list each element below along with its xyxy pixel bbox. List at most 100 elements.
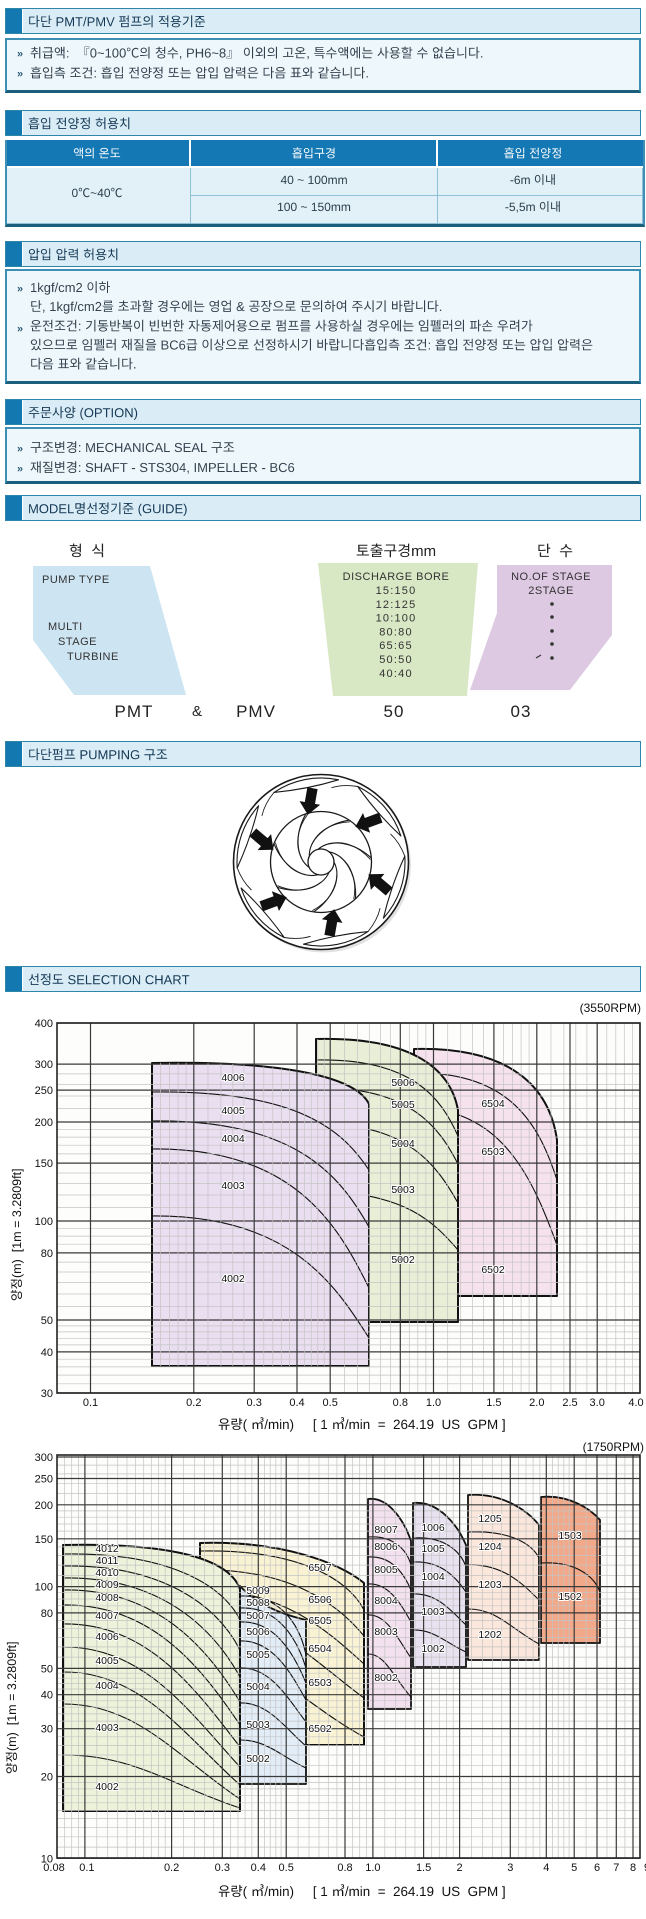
svg-text:4: 4 [543, 1862, 549, 1874]
svg-text:8005: 8005 [374, 1564, 398, 1576]
svg-text:1006: 1006 [421, 1522, 445, 1534]
svg-text:8003: 8003 [374, 1626, 398, 1638]
svg-text:300: 300 [35, 1059, 53, 1071]
svg-text:TURBINE: TURBINE [67, 651, 119, 663]
svg-text:15:150: 15:150 [376, 585, 417, 597]
svg-text:5008: 5008 [246, 1597, 270, 1609]
svg-text:PMV: PMV [236, 702, 276, 721]
svg-text:1002: 1002 [421, 1643, 445, 1655]
svg-text:5009: 5009 [246, 1585, 270, 1597]
svg-text:30: 30 [41, 1388, 53, 1400]
svg-text:5004: 5004 [246, 1681, 270, 1693]
svg-text:8002: 8002 [374, 1672, 398, 1684]
svg-text:1003: 1003 [421, 1606, 445, 1618]
svg-text:250: 250 [35, 1085, 53, 1097]
svg-text:4007: 4007 [95, 1610, 119, 1622]
svg-text:3.0: 3.0 [590, 1397, 605, 1409]
svg-text:4003: 4003 [221, 1180, 245, 1192]
svg-text:4003: 4003 [95, 1722, 119, 1734]
svg-text:6504: 6504 [481, 1098, 505, 1110]
svg-text:5003: 5003 [391, 1184, 415, 1196]
svg-text:6503: 6503 [481, 1146, 505, 1158]
svg-text:4002: 4002 [95, 1781, 119, 1793]
svg-text:7: 7 [613, 1862, 619, 1874]
svg-text:8007: 8007 [374, 1524, 398, 1536]
svg-text:4012: 4012 [95, 1543, 119, 1555]
svg-text:PMT: PMT [115, 702, 154, 721]
svg-text:8: 8 [630, 1862, 636, 1874]
svg-text:0.5: 0.5 [279, 1862, 294, 1874]
svg-text:6502: 6502 [308, 1723, 332, 1735]
svg-text:4004: 4004 [95, 1680, 119, 1692]
svg-text:1203: 1203 [478, 1579, 502, 1591]
svg-text:40:40: 40:40 [379, 668, 413, 680]
svg-text:50:50: 50:50 [379, 654, 413, 666]
svg-text:4.0: 4.0 [628, 1397, 643, 1409]
svg-text:1205: 1205 [478, 1513, 502, 1525]
svg-text:MULTI: MULTI [48, 621, 83, 633]
svg-text:100: 100 [35, 1216, 53, 1228]
svg-text:4006: 4006 [95, 1631, 119, 1643]
svg-text:200: 200 [35, 1117, 53, 1129]
svg-text:4008: 4008 [95, 1592, 119, 1604]
svg-text:250: 250 [35, 1474, 53, 1486]
svg-text:2.0: 2.0 [529, 1397, 544, 1409]
svg-text:40: 40 [41, 1690, 53, 1702]
svg-text:80: 80 [41, 1248, 53, 1260]
svg-text:DISCHARGE BORE: DISCHARGE BORE [343, 571, 450, 583]
svg-text:80: 80 [41, 1608, 53, 1620]
svg-text:5006: 5006 [391, 1077, 415, 1089]
svg-text:0.08: 0.08 [43, 1862, 64, 1874]
svg-text:2.5: 2.5 [562, 1397, 577, 1409]
svg-text:6507: 6507 [308, 1562, 332, 1574]
svg-text:5005: 5005 [246, 1649, 270, 1661]
svg-text:10: 10 [41, 1853, 53, 1865]
svg-text:40: 40 [41, 1347, 53, 1359]
svg-text:(3550RPM): (3550RPM) [580, 1001, 641, 1015]
svg-text:1.5: 1.5 [486, 1397, 501, 1409]
svg-text:4002: 4002 [221, 1273, 245, 1285]
svg-text:0.1: 0.1 [79, 1862, 94, 1874]
svg-text:400: 400 [35, 1018, 53, 1030]
svg-text:0.3: 0.3 [215, 1862, 230, 1874]
svg-text:4004: 4004 [221, 1133, 245, 1145]
svg-text:12:125: 12:125 [376, 599, 417, 611]
svg-text:03: 03 [511, 702, 532, 721]
svg-text:0.4: 0.4 [251, 1862, 266, 1874]
svg-text:300: 300 [35, 1452, 53, 1464]
svg-text:(1750RPM): (1750RPM) [583, 1440, 644, 1454]
svg-text:0.4: 0.4 [289, 1397, 304, 1409]
svg-text:8006: 8006 [374, 1541, 398, 1553]
svg-text:0.2: 0.2 [186, 1397, 201, 1409]
svg-text:4006: 4006 [221, 1072, 245, 1084]
svg-text:30: 30 [41, 1724, 53, 1736]
svg-text:0.8: 0.8 [393, 1397, 408, 1409]
svg-text:1.0: 1.0 [426, 1397, 441, 1409]
svg-text:0.8: 0.8 [337, 1862, 352, 1874]
svg-text:5006: 5006 [246, 1626, 270, 1638]
svg-text:1005: 1005 [421, 1543, 445, 1555]
svg-text:20: 20 [41, 1772, 53, 1784]
svg-text:4011: 4011 [96, 1555, 119, 1567]
svg-text:80:80: 80:80 [379, 626, 413, 638]
svg-text:4005: 4005 [95, 1655, 119, 1667]
svg-text:10:100: 10:100 [376, 613, 417, 625]
svg-text:1.0: 1.0 [365, 1862, 380, 1874]
svg-text:50: 50 [384, 702, 405, 721]
svg-text:65:65: 65:65 [379, 640, 413, 652]
svg-text:1.5: 1.5 [416, 1862, 431, 1874]
svg-text:&: & [192, 703, 202, 720]
svg-text:4009: 4009 [95, 1579, 119, 1591]
svg-text:1202: 1202 [478, 1629, 502, 1641]
svg-text:STAGE: STAGE [58, 636, 97, 648]
svg-text:0.5: 0.5 [323, 1397, 338, 1409]
svg-text:200: 200 [35, 1500, 53, 1512]
svg-text:PUMP TYPE: PUMP TYPE [42, 574, 110, 586]
svg-text:5002: 5002 [246, 1753, 270, 1765]
svg-text:6505: 6505 [308, 1615, 332, 1627]
svg-text:4010: 4010 [95, 1567, 119, 1579]
svg-text:NO.OF STAGE: NO.OF STAGE [511, 571, 591, 583]
svg-text:5003: 5003 [246, 1719, 270, 1731]
svg-text:0.1: 0.1 [83, 1397, 98, 1409]
svg-text:5: 5 [571, 1862, 577, 1874]
